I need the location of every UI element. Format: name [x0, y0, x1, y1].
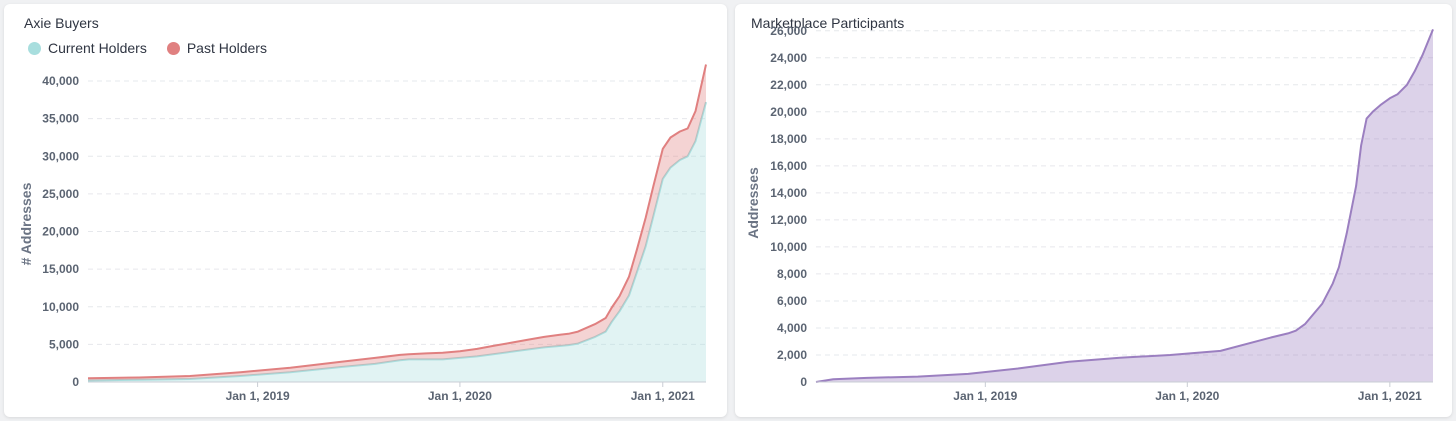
axie-buyers-chart: 0 5,000 10,000 15,000 20,000 25,000 30,000 35,0… [18, 64, 707, 403]
y-tick-label: 4,000 [777, 321, 807, 335]
y-tick-label: 35,000 [42, 112, 79, 126]
y-tick-label: 26,000 [770, 24, 807, 38]
legend-swatch [28, 41, 41, 55]
y-tick-label: 16,000 [770, 159, 807, 173]
x-tick-label: Jan 1, 2020 [428, 389, 492, 403]
legend: Current Holders Past Holders [28, 40, 267, 56]
x-tick-label: Jan 1, 2019 [953, 389, 1017, 403]
line-series-1 [87, 64, 707, 380]
x-tick-label: Jan 1, 2021 [631, 389, 695, 403]
axie-buyers-card: Axie Buyers Current Holders Past Holders… [4, 4, 727, 417]
legend-item-past-holders[interactable]: Past Holders [166, 40, 267, 56]
y-tick-label: 40,000 [42, 74, 79, 88]
y-tick-label: 18,000 [770, 132, 807, 146]
y-tick-label: 24,000 [770, 51, 807, 65]
chart-title: Marketplace Participants [751, 15, 905, 31]
chart-title: Axie Buyers [24, 15, 99, 31]
y-tick-label: 10,000 [42, 300, 79, 314]
x-tick-label: Jan 1, 2020 [1155, 389, 1219, 403]
y-tick-label: 14,000 [770, 186, 807, 200]
y-axis-title: Addresses [745, 167, 761, 239]
area-series-0 [816, 29, 1433, 383]
y-tick-label: 20,000 [42, 225, 79, 239]
y-tick-label: 0 [800, 375, 807, 389]
legend-label: Past Holders [186, 40, 267, 56]
y-tick-label: 12,000 [770, 213, 807, 227]
legend-swatch [166, 41, 180, 55]
area-series-0 [88, 102, 706, 382]
line-series-0 [87, 101, 707, 382]
y-tick-label: 8,000 [777, 267, 807, 281]
y-tick-label: 30,000 [42, 149, 79, 163]
y-tick-label: 25,000 [42, 187, 79, 201]
legend-item-current-holders[interactable]: Current Holders [28, 40, 147, 56]
y-tick-label: 0 [72, 375, 79, 389]
y-tick-label: 5,000 [49, 337, 79, 351]
marketplace-participants-card: Marketplace Participants 0 2,000 4,000 6,00… [735, 4, 1452, 417]
y-tick-label: 22,000 [770, 78, 807, 92]
y-tick-label: 20,000 [770, 105, 807, 119]
line-series-0 [815, 29, 1434, 383]
y-tick-label: 15,000 [42, 262, 79, 276]
legend-label: Current Holders [48, 40, 147, 56]
x-tick-label: Jan 1, 2021 [1358, 389, 1422, 403]
y-tick-label: 2,000 [777, 348, 807, 362]
y-tick-label: 10,000 [770, 240, 807, 254]
x-tick-label: Jan 1, 2019 [226, 389, 290, 403]
y-axis-title: # Addresses [18, 182, 34, 265]
marketplace-participants-chart: 0 2,000 4,000 6,000 8,000 10,000 12,000 14,000 1… [745, 24, 1434, 403]
y-tick-label: 6,000 [777, 294, 807, 308]
